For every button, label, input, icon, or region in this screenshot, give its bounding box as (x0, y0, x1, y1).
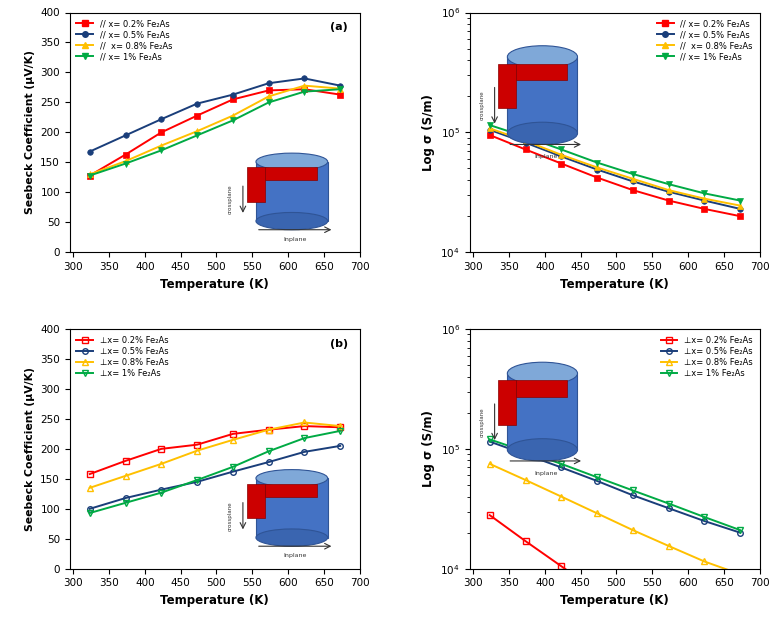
Legend: ⊥x= 0.2% Fe₂As, ⊥x= 0.5% Fe₂As, ⊥x= 0.8% Fe₂As, ⊥x= 1% Fe₂As: ⊥x= 0.2% Fe₂As, ⊥x= 0.5% Fe₂As, ⊥x= 0.8%… (658, 333, 756, 381)
Text: (b): (b) (330, 339, 348, 349)
Legend: // x= 0.2% Fe₂As, // x= 0.5% Fe₂As, //  x= 0.8% Fe₂As, // x= 1% Fe₂As: // x= 0.2% Fe₂As, // x= 0.5% Fe₂As, // x… (74, 17, 174, 64)
Legend: // x= 0.2% Fe₂As, // x= 0.5% Fe₂As, //  x= 0.8% Fe₂As, // x= 1% Fe₂As: // x= 0.2% Fe₂As, // x= 0.5% Fe₂As, // x… (655, 17, 756, 64)
Text: (a): (a) (330, 22, 348, 32)
Y-axis label: Log σ (S/m): Log σ (S/m) (422, 94, 435, 171)
Y-axis label: Log σ (S/m): Log σ (S/m) (422, 411, 435, 488)
X-axis label: Temperature (K): Temperature (K) (160, 594, 269, 607)
Y-axis label: Seebeck Coefficient (μV/K): Seebeck Coefficient (μV/K) (25, 367, 35, 531)
X-axis label: Temperature (K): Temperature (K) (160, 278, 269, 291)
X-axis label: Temperature (K): Temperature (K) (560, 278, 669, 291)
Y-axis label: Seebeck Coefficient (μV/K): Seebeck Coefficient (μV/K) (25, 51, 35, 214)
X-axis label: Temperature (K): Temperature (K) (560, 594, 669, 607)
Legend: ⊥x= 0.2% Fe₂As, ⊥x= 0.5% Fe₂As, ⊥x= 0.8% Fe₂As, ⊥x= 1% Fe₂As: ⊥x= 0.2% Fe₂As, ⊥x= 0.5% Fe₂As, ⊥x= 0.8%… (74, 333, 171, 381)
